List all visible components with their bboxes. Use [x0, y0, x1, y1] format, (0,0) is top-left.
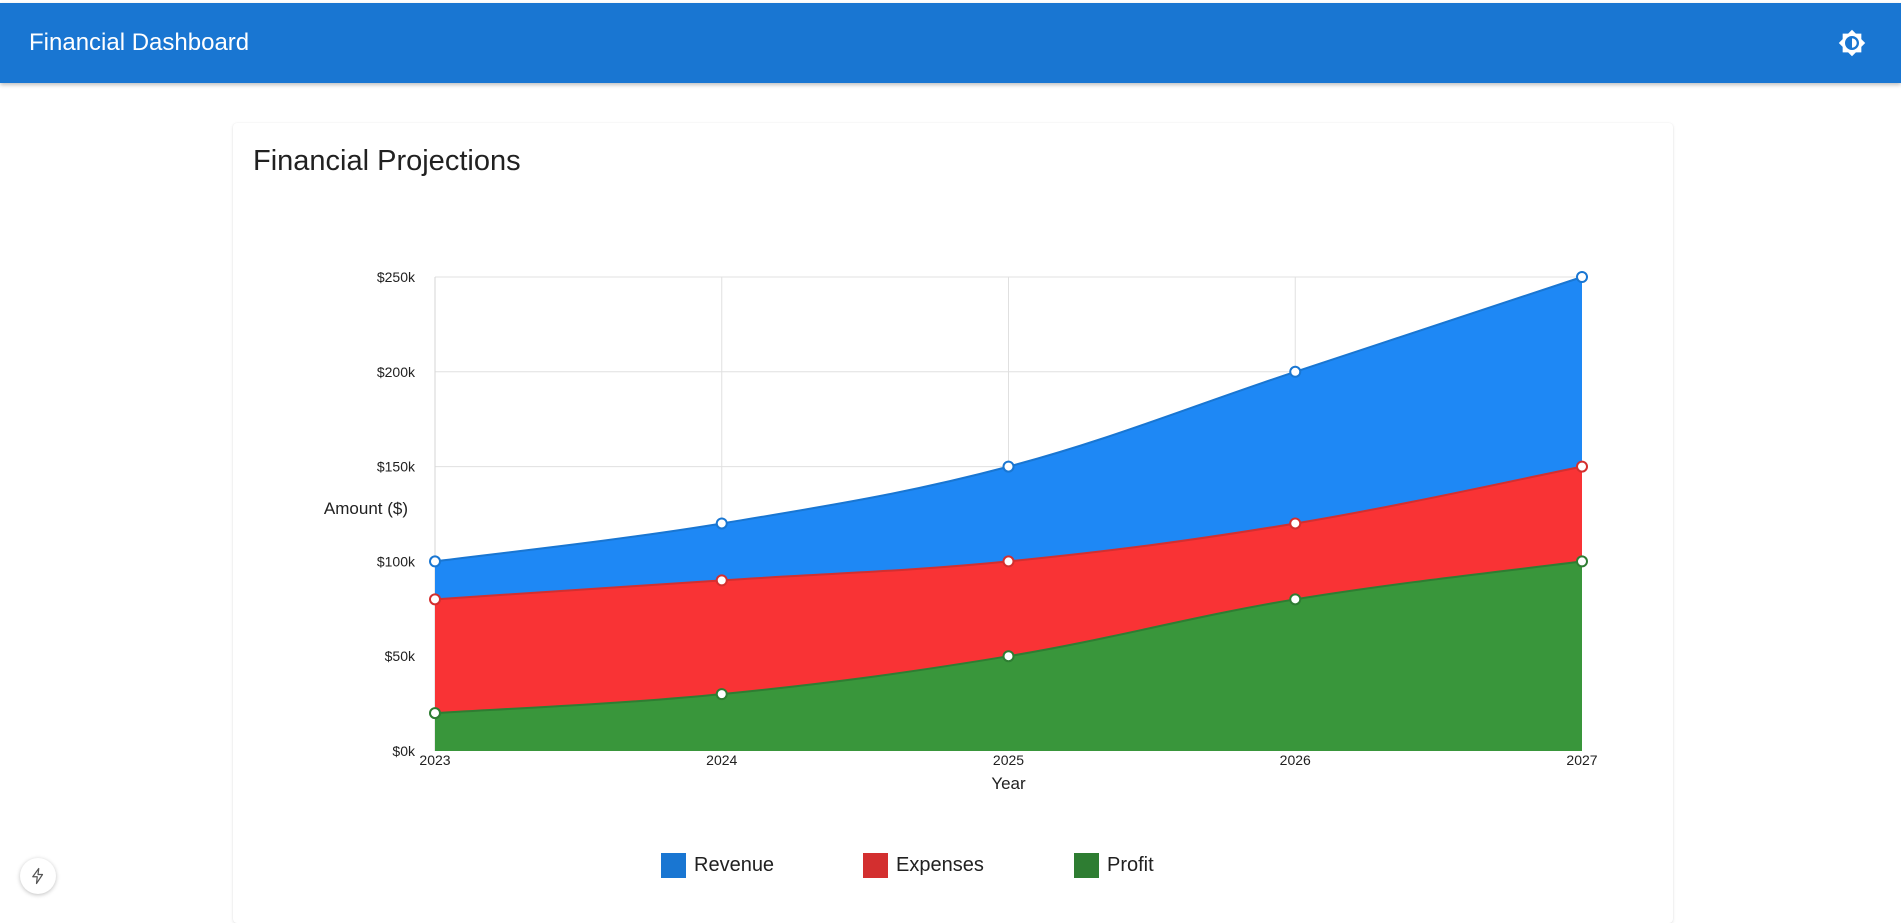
- profit-point: [1576, 555, 1588, 568]
- expenses-point: [715, 574, 728, 587]
- y-tick-label: $150k: [377, 459, 416, 475]
- revenue-point: [1576, 271, 1588, 283]
- revenue-point: [1289, 365, 1302, 378]
- revenue-point: [429, 555, 441, 568]
- y-tick-label: $50k: [385, 648, 416, 664]
- profit-point: [1002, 650, 1015, 663]
- expenses-point: [1289, 517, 1302, 530]
- quick-action-button[interactable]: [20, 858, 56, 894]
- revenue-point: [715, 517, 728, 530]
- app-title: Financial Dashboard: [29, 29, 250, 56]
- chart-legend: Revenue Expenses Profit: [233, 853, 1673, 893]
- legend-item-expenses[interactable]: Expenses: [863, 853, 984, 878]
- legend-swatch-expenses: [863, 853, 888, 878]
- y-tick-label: $100k: [377, 553, 416, 569]
- bolt-icon: [32, 867, 44, 885]
- legend-swatch-revenue: [661, 853, 686, 878]
- expenses-point: [1002, 555, 1015, 568]
- x-tick-label: 2027: [1566, 752, 1597, 768]
- card-title: Financial Projections: [253, 145, 521, 177]
- legend-item-profit[interactable]: Profit: [1074, 853, 1154, 878]
- theme-toggle-button[interactable]: [1832, 23, 1872, 63]
- x-tick-label: 2026: [1280, 752, 1311, 768]
- y-tick-label: $0k: [392, 743, 416, 759]
- x-axis-label: Year: [991, 774, 1026, 793]
- brightness-icon: [1838, 29, 1866, 57]
- profit-point: [715, 688, 728, 701]
- app-bar: Financial Dashboard: [0, 3, 1901, 83]
- profit-point: [429, 707, 441, 720]
- expenses-point: [1576, 460, 1588, 473]
- y-tick-label: $250k: [377, 269, 416, 285]
- legend-label-profit: Profit: [1107, 854, 1154, 876]
- legend-swatch-profit: [1074, 853, 1099, 878]
- y-tick-label: $200k: [377, 364, 416, 380]
- legend-label-expenses: Expenses: [896, 854, 984, 876]
- legend-item-revenue[interactable]: Revenue: [661, 853, 774, 878]
- expenses-point: [429, 593, 441, 606]
- x-tick-label: 2023: [419, 752, 450, 768]
- area-chart: $0k $50k $100k $150k $200k $250k 2023 2024 2025 2…: [324, 269, 1598, 793]
- y-axis-label: Amount ($): [324, 499, 408, 518]
- profit-point: [1289, 593, 1302, 606]
- x-tick-label: 2025: [993, 752, 1024, 768]
- revenue-point: [1002, 460, 1015, 473]
- legend-label-revenue: Revenue: [694, 854, 775, 876]
- x-tick-label: 2024: [706, 752, 737, 768]
- projections-card: Financial Projections $0k $50k $100k $150k $…: [233, 123, 1673, 923]
